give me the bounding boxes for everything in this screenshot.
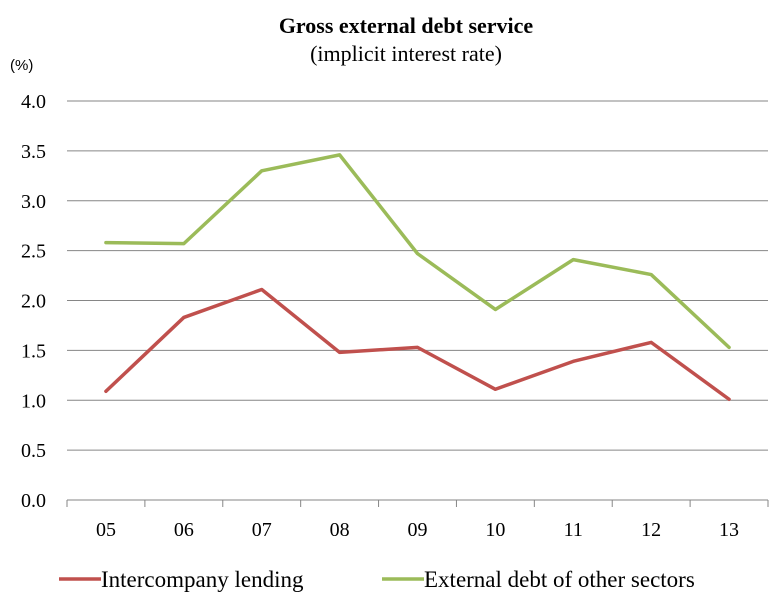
y-tick-label: 0.0 bbox=[21, 490, 46, 512]
data-point bbox=[571, 258, 575, 262]
x-axis-tick-labels: 05 06 07 08 09 10 11 12 13 bbox=[96, 519, 739, 541]
series-line bbox=[104, 287, 731, 402]
series-0 bbox=[104, 287, 731, 402]
gridlines bbox=[67, 100, 768, 451]
legend-item: External debt of other sectors bbox=[382, 567, 695, 592]
x-tick-label: 12 bbox=[641, 519, 661, 541]
data-point bbox=[727, 345, 731, 349]
chart-title: Gross external debt service bbox=[279, 13, 534, 38]
data-point bbox=[338, 350, 342, 354]
data-point bbox=[260, 288, 264, 292]
data-point bbox=[104, 241, 108, 245]
x-tick-label: 10 bbox=[485, 519, 505, 541]
data-point bbox=[493, 387, 497, 391]
x-tick-label: 09 bbox=[408, 519, 428, 541]
data-point bbox=[338, 153, 342, 157]
y-tick-label: 1.5 bbox=[21, 340, 46, 362]
legend-label: Intercompany lending bbox=[101, 567, 304, 592]
x-tick-label: 11 bbox=[564, 519, 583, 541]
data-point bbox=[416, 252, 419, 256]
data-point bbox=[182, 242, 186, 246]
y-tick-label: 3.0 bbox=[21, 191, 46, 213]
x-tick-label: 06 bbox=[174, 519, 194, 541]
x-tick-label: 08 bbox=[330, 519, 350, 541]
y-tick-label: 1.0 bbox=[21, 390, 46, 412]
legend: Intercompany lending External debt of oth… bbox=[59, 567, 695, 592]
legend-item: Intercompany lending bbox=[59, 567, 304, 592]
x-tick-label: 13 bbox=[719, 519, 739, 541]
x-axis bbox=[66, 499, 769, 507]
data-series bbox=[104, 153, 731, 402]
y-tick-label: 2.0 bbox=[21, 291, 46, 313]
y-tick-label: 4.0 bbox=[21, 91, 46, 113]
y-tick-label: 3.5 bbox=[21, 141, 46, 163]
chart-subtitle: (implicit interest rate) bbox=[310, 41, 502, 66]
y-tick-label: 2.5 bbox=[21, 241, 46, 263]
x-tick-label: 07 bbox=[252, 519, 272, 541]
data-point bbox=[182, 315, 186, 319]
series-1 bbox=[104, 153, 731, 350]
y-axis-unit-label: (%) bbox=[10, 57, 33, 74]
data-point bbox=[649, 340, 653, 344]
y-tick-label: 0.5 bbox=[21, 440, 46, 462]
x-tick-label: 05 bbox=[96, 519, 116, 541]
legend-label: External debt of other sectors bbox=[424, 567, 695, 592]
data-point bbox=[649, 273, 653, 277]
data-point bbox=[727, 397, 731, 401]
data-point bbox=[493, 307, 497, 311]
data-point bbox=[416, 345, 419, 349]
data-point bbox=[571, 359, 575, 363]
data-point bbox=[104, 389, 108, 393]
y-axis-tick-labels: 0.0 0.5 1.0 1.5 2.0 2.5 3.0 3.5 4.0 bbox=[21, 91, 46, 512]
data-point bbox=[260, 169, 264, 173]
